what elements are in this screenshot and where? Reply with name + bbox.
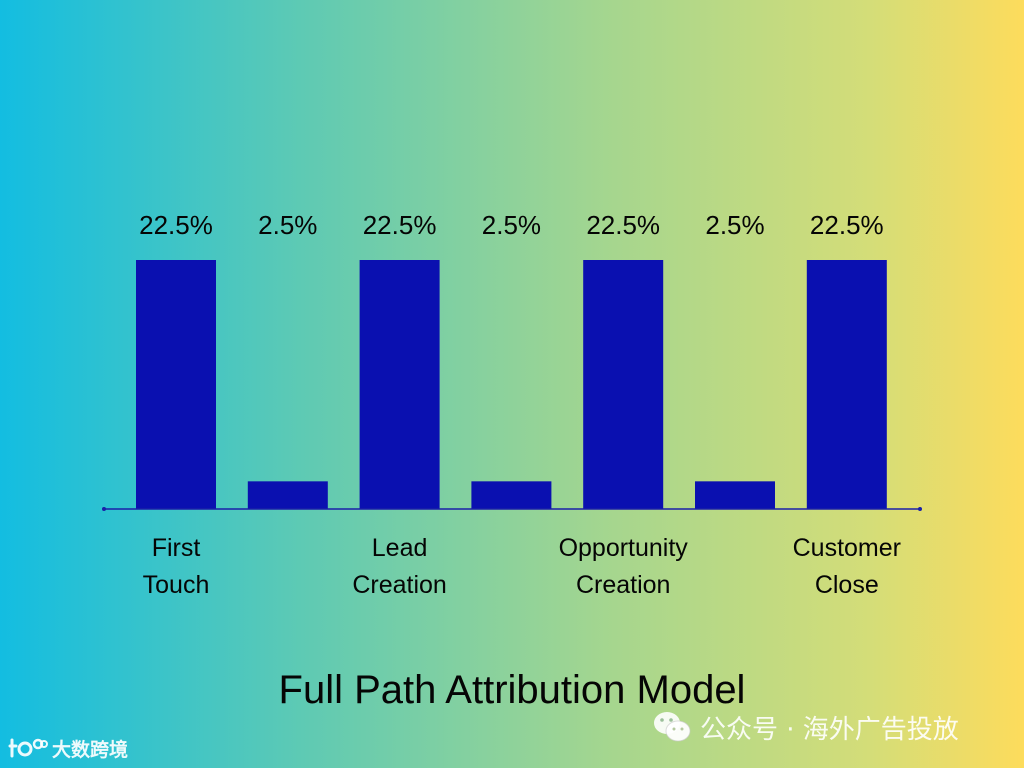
category-label-6-line-1: Close [815, 571, 879, 599]
category-label-2-line-0: Lead [372, 534, 428, 562]
bar-1 [247, 481, 328, 509]
x-axis-start-dot [102, 507, 106, 511]
brand-logo-icon [8, 738, 48, 758]
value-label-6: 22.5% [810, 210, 884, 240]
x-axis-end-dot [918, 507, 922, 511]
bar-0 [136, 260, 216, 509]
x-axis [102, 507, 922, 511]
brand-watermark: 大数跨境 [8, 733, 128, 763]
wechat-icon [654, 712, 691, 742]
chart-title: Full Path Attribution Model [278, 668, 746, 712]
category-label-0-line-0: First [152, 534, 201, 562]
bar-2 [359, 260, 440, 509]
bar-5 [695, 481, 775, 509]
bar-6 [806, 260, 887, 509]
value-label-5: 2.5% [705, 210, 764, 240]
category-label-4-line-1: Creation [576, 571, 671, 599]
value-labels-layer: 22.5% 2.5% 22.5% 2.5% 22.5% 2.5% 22.5% [139, 210, 884, 240]
bars-layer [136, 260, 887, 509]
brand-watermark-text: 大数跨境 [52, 738, 129, 761]
value-label-3: 2.5% [482, 210, 541, 240]
category-label-4-line-0: Opportunity [559, 534, 689, 562]
bar-4 [583, 260, 664, 509]
bar-3 [471, 481, 552, 509]
category-label-0-line-1: Touch [143, 571, 210, 599]
wechat-watermark-text: 公众号 · 海外广告投放 [700, 714, 959, 745]
value-label-4: 22.5% [586, 210, 660, 240]
category-labels-layer: First Touch Lead Creation Opportunity Creatio… [143, 534, 901, 599]
category-label-6-line-0: Customer [793, 534, 901, 562]
wechat-watermark: 公众号 · 海外广告投放 [652, 707, 959, 747]
value-label-1: 2.5% [258, 210, 317, 240]
value-label-0: 22.5% [139, 210, 213, 240]
value-label-2: 22.5% [363, 210, 437, 240]
category-label-2-line-1: Creation [352, 571, 447, 599]
